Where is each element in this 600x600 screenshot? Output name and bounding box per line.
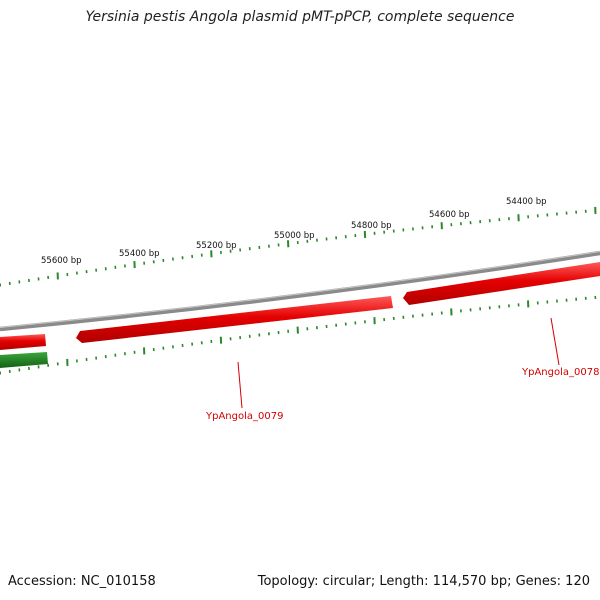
bp-scale-labels: 55600 bp 55400 bp 55200 bp 55000 bp 5480… [41, 197, 547, 266]
scale-label-54400: 54400 bp [506, 197, 547, 207]
scale-label-54600: 54600 bp [429, 210, 470, 220]
gene-label-ypangola-0078: YpAngola_0078 [521, 367, 599, 378]
inner-scale-ticks [0, 295, 597, 375]
topology-summary: Topology: circular; Length: 114,570 bp; … [257, 574, 590, 589]
gene-features [0, 262, 600, 368]
gene-arrow-left-fragment [0, 334, 46, 350]
leader-line-ypangola-0078 [550, 317, 560, 366]
gene-arrow-ypangola-0079 [76, 296, 393, 343]
scale-label-54800: 54800 bp [351, 221, 392, 231]
leader-line-ypangola-0079 [237, 361, 243, 409]
scale-label-55000: 55000 bp [274, 231, 315, 241]
gene-label-ypangola-0079: YpAngola_0079 [205, 411, 283, 422]
bp-scale-ticks [0, 206, 597, 287]
gene-arrow-ypangola-0078 [403, 262, 600, 305]
scale-label-55200: 55200 bp [196, 241, 237, 251]
plasmid-backbone [0, 250, 600, 332]
scale-label-55600: 55600 bp [41, 256, 82, 266]
accession-label: Accession: NC_010158 [8, 574, 156, 589]
reverse-gene-fragment [0, 352, 48, 368]
scale-label-55400: 55400 bp [119, 249, 160, 259]
map-title: Yersinia pestis Angola plasmid pMT-pPCP,… [85, 9, 515, 25]
